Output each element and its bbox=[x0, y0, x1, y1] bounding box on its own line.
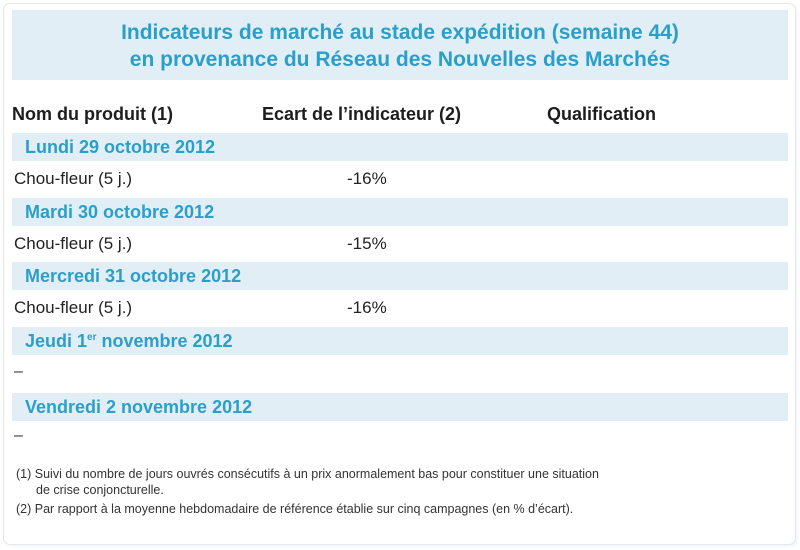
footnote-1-line-a: (1) Suivi du nombre de jours ouvrés cons… bbox=[16, 467, 599, 481]
title-box: Indicateurs de marché au stade expéditio… bbox=[12, 10, 788, 80]
day-row-friday: Vendredi 2 novembre 2012 bbox=[12, 393, 788, 421]
ecart-value: -16% bbox=[347, 169, 387, 188]
empty-row-dash: – bbox=[14, 363, 23, 380]
day-label-superscript: er bbox=[87, 332, 97, 343]
table-row: Chou-fleur (5 j.) -16% bbox=[12, 165, 788, 193]
day-label-pre: Jeudi 1 bbox=[25, 331, 88, 351]
header-ecart: Ecart de l’indicateur (2) bbox=[262, 104, 462, 124]
day-row-tuesday: Mardi 30 octobre 2012 bbox=[12, 198, 788, 226]
day-label: Mardi 30 octobre 2012 bbox=[25, 202, 215, 222]
footnote-1-line-b: de crise conjoncturelle. bbox=[36, 483, 164, 497]
day-label-post: novembre 2012 bbox=[96, 331, 233, 351]
day-row-wednesday: Mercredi 31 octobre 2012 bbox=[12, 262, 788, 290]
footnote-1: (1) Suivi du nombre de jours ouvrés cons… bbox=[16, 466, 786, 498]
product-name: Chou-fleur (5 j.) bbox=[14, 298, 133, 317]
product-name: Chou-fleur (5 j.) bbox=[14, 234, 133, 253]
header-qualification: Qualification bbox=[547, 104, 657, 124]
title-line-2: en provenance du Réseau des Nouvelles de… bbox=[129, 48, 671, 71]
title-line-1: Indicateurs de marché au stade expéditio… bbox=[121, 21, 679, 44]
day-label: Lundi 29 octobre 2012 bbox=[25, 137, 216, 157]
day-row-thursday: Jeudi 1er novembre 2012 bbox=[12, 327, 788, 355]
header-product: Nom du produit (1) bbox=[12, 104, 173, 124]
footnote-2: (2) Par rapport à la moyenne hebdomadair… bbox=[16, 502, 574, 516]
empty-row-dash: – bbox=[14, 427, 23, 444]
footnotes: (1) Suivi du nombre de jours ouvrés cons… bbox=[16, 466, 786, 520]
day-label: Mercredi 31 octobre 2012 bbox=[25, 266, 242, 286]
product-name: Chou-fleur (5 j.) bbox=[14, 169, 133, 188]
day-row-monday: Lundi 29 octobre 2012 bbox=[12, 133, 788, 161]
column-headers: Nom du produit (1) Ecart de l’indicateur… bbox=[4, 104, 795, 130]
ecart-value: -15% bbox=[347, 234, 387, 253]
table-row: Chou-fleur (5 j.) -15% bbox=[12, 230, 788, 258]
table-row: Chou-fleur (5 j.) -16% bbox=[12, 294, 788, 322]
day-label: Vendredi 2 novembre 2012 bbox=[25, 397, 253, 417]
ecart-value: -16% bbox=[347, 298, 387, 317]
market-indicators-card: Indicateurs de marché au stade expéditio… bbox=[4, 4, 795, 544]
